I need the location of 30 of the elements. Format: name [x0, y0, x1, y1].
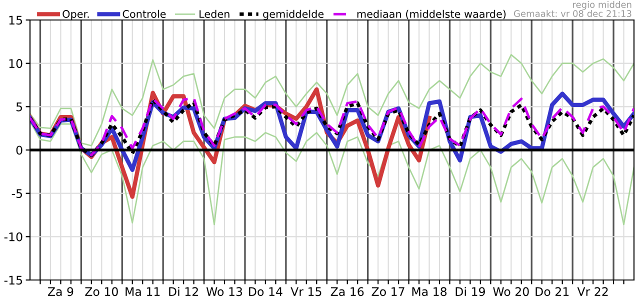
text: Gemaakt: vr 08 dec 21:13: [514, 10, 632, 17]
y-tick-label: 10: [9, 59, 22, 68]
y-tick-label: -15: [4, 276, 22, 285]
x-tick-label: Do 21: [536, 287, 569, 296]
x-tick-label: Wo 13: [206, 287, 242, 296]
x-tick-label: Ma 11: [126, 287, 160, 296]
legend-label: Controle: [122, 10, 166, 18]
y-tick-label: -5: [12, 189, 22, 198]
legend-label: mediaan (middelste waarde): [357, 10, 506, 20]
x-tick-label: Do 14: [249, 287, 282, 296]
x-tick-label: Zo 10: [85, 287, 118, 296]
legend-label: gemiddelde: [263, 10, 324, 20]
y-tick-label: 5: [16, 102, 22, 112]
y-tick-label: 15: [9, 16, 22, 25]
x-tick-label: Vr 22: [577, 287, 608, 296]
y-tick-label: 0: [16, 146, 22, 155]
line-series: [30, 54, 634, 146]
text: regio midden: [573, 1, 632, 10]
x-tick-label: Ma 18: [412, 287, 447, 296]
x-tick-label: Di 12: [169, 286, 198, 296]
x-tick-label: Za 9: [48, 287, 74, 296]
x-tick-label: Di 19: [456, 286, 485, 296]
legend-label: Oper.: [62, 10, 89, 20]
x-tick-label: Vr 15: [290, 287, 322, 296]
y-tick-label: -10: [4, 232, 22, 242]
x-tick-label: Zo 17: [372, 287, 404, 296]
line-series: [30, 120, 634, 226]
legend-label: Leden: [200, 10, 230, 18]
x-tick-label: Wo 20: [493, 287, 529, 296]
x-tick-label: Za 16: [330, 287, 364, 296]
